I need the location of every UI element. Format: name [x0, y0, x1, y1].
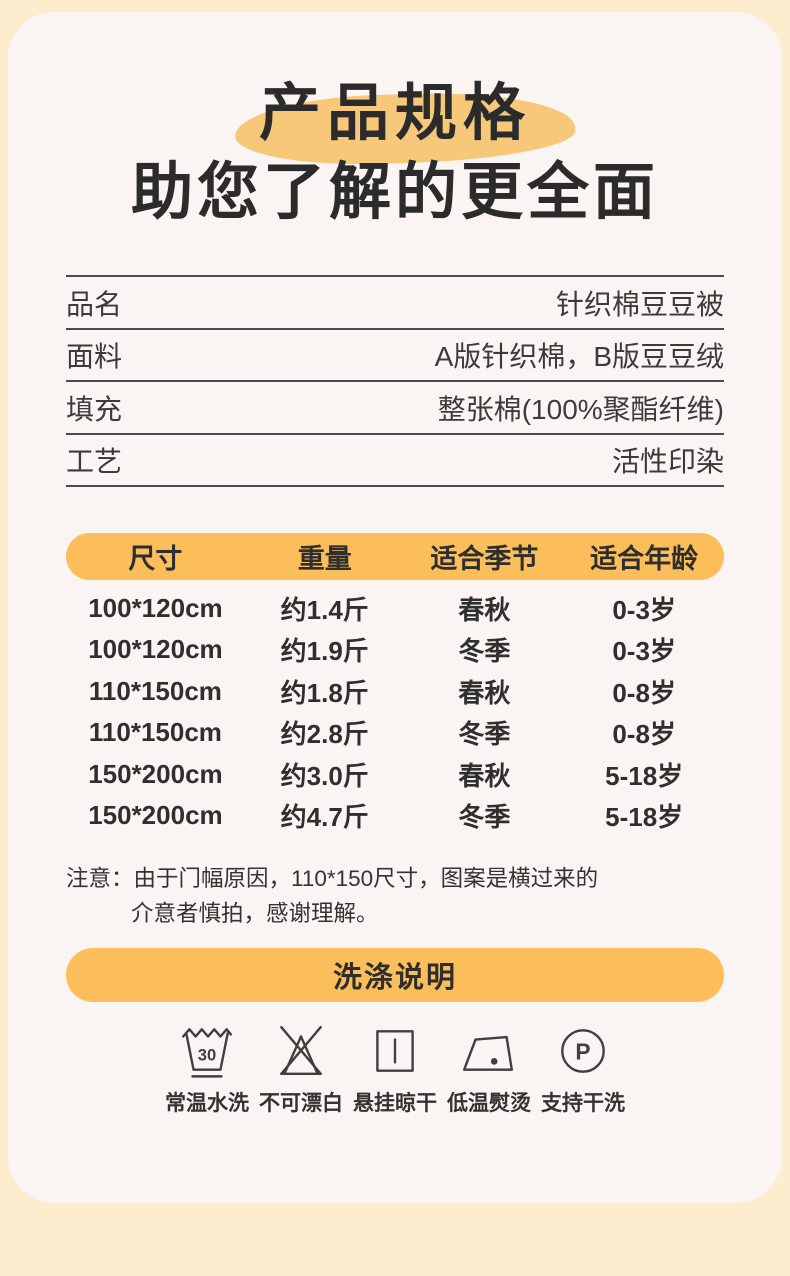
spec-value: A版针织棉，B版豆豆绒 [434, 341, 724, 373]
title-line-1: 产品规格 [233, 78, 577, 170]
spec-label: 填充 [66, 393, 123, 425]
season-cell: 冬季 [458, 802, 511, 833]
table-row: 100*120cm 约1.9斤 冬季 0-3岁 [66, 629, 724, 671]
note-line-1: 注意：由于门幅原因，110*150尺寸，图案是横过来的 [66, 866, 599, 892]
size-header-cell: 尺寸 [128, 544, 183, 575]
wash-item-hang-dry: 悬挂晾干 [353, 1022, 437, 1117]
weight-cell: 约1.4斤 [280, 594, 369, 625]
spec-row: 工艺 活性印染 [66, 435, 724, 488]
iron-low-icon [462, 1036, 513, 1072]
title-line-1-text: 产品规格 [258, 79, 531, 148]
no-bleach-icon [280, 1026, 322, 1076]
wash-item-normal-wash: 30 常温水洗 [165, 1022, 249, 1117]
wash-item-label: 常温水洗 [165, 1092, 249, 1116]
age-cell: 0-8岁 [612, 719, 676, 750]
size-cell: 110*150cm [88, 717, 222, 748]
weight-cell: 约1.8斤 [280, 677, 369, 708]
age-cell: 5-18岁 [605, 802, 684, 833]
size-cell: 100*120cm [88, 592, 223, 623]
table-row: 110*150cm 约2.8斤 冬季 0-8岁 [66, 712, 724, 754]
season-cell: 春秋 [458, 594, 511, 625]
spec-row: 填充 整张棉(100%聚酯纤维) [66, 382, 724, 435]
wash-item-dry-clean: P 支持干洗 [541, 1022, 625, 1117]
size-cell: 150*200cm [88, 758, 223, 789]
table-row: 150*200cm 约3.0斤 春秋 5-18岁 [66, 753, 724, 795]
wash-item-no-bleach: 不可漂白 [259, 1022, 343, 1117]
spec-label: 工艺 [66, 446, 123, 478]
product-card: 产品规格 助您了解的更全面 品名 针织棉豆豆被 面料 A版针织棉，B版豆豆绒 填… [8, 12, 782, 1203]
size-table-body: 100*120cm 约1.4斤 春秋 0-3岁 100*120cm 约1.9斤 … [66, 587, 724, 836]
size-cell: 100*120cm [88, 634, 223, 665]
weight-cell: 约2.8斤 [280, 719, 369, 750]
wash-item-label: 支持干洗 [541, 1092, 625, 1116]
wash-item-label: 悬挂晾干 [353, 1092, 437, 1116]
spec-value: 活性印染 [611, 446, 724, 478]
dry-clean-icon: P [561, 1029, 605, 1074]
size-cell: 150*200cm [88, 800, 223, 831]
weight-cell: 约1.9斤 [280, 636, 369, 667]
hang-dry-icon [376, 1030, 414, 1073]
age-cell: 5-18岁 [605, 760, 684, 791]
dry-clean-letter: P [575, 1039, 590, 1065]
table-row: 150*200cm 约4.7斤 冬季 5-18岁 [66, 795, 724, 837]
title-line-2: 助您了解的更全面 [130, 158, 659, 228]
size-table-header: 尺寸 重量 适合季节 适合年龄 [66, 533, 724, 581]
size-header-cell: 适合年龄 [590, 544, 699, 575]
size-cell: 110*150cm [88, 675, 222, 706]
spec-label: 面料 [66, 341, 123, 373]
size-header-cell: 适合季节 [430, 544, 539, 575]
spec-value: 整张棉(100%聚酯纤维) [437, 393, 724, 425]
season-cell: 春秋 [458, 760, 511, 791]
wash-item-label: 低温熨烫 [447, 1092, 531, 1116]
weight-cell: 约4.7斤 [280, 802, 369, 833]
page-title: 产品规格 助您了解的更全面 [66, 78, 724, 227]
season-cell: 冬季 [458, 636, 511, 667]
spec-value: 针织棉豆豆被 [555, 288, 724, 320]
spec-table: 品名 针织棉豆豆被 面料 A版针织棉，B版豆豆绒 填充 整张棉(100%聚酯纤维… [66, 275, 724, 488]
age-cell: 0-3岁 [612, 594, 676, 625]
spec-label: 品名 [66, 288, 123, 320]
weight-cell: 约3.0斤 [280, 760, 369, 791]
table-row: 100*120cm 约1.4斤 春秋 0-3岁 [66, 587, 724, 629]
wash-item-label: 不可漂白 [259, 1092, 343, 1116]
wash-30-icon: 30 [181, 1028, 233, 1079]
age-cell: 0-3岁 [612, 636, 676, 667]
wash-item-iron-low: 低温熨烫 [447, 1022, 531, 1117]
size-header-cell: 重量 [297, 544, 352, 575]
wash-temp-label: 30 [198, 1046, 216, 1065]
note-line-2: 介意者慎拍，感谢理解。 [131, 901, 379, 927]
wash-instructions-banner: 洗涤说明 [66, 948, 724, 1003]
purchase-note: 注意：由于门幅原因，110*150尺寸，图案是横过来的 介意者慎拍，感谢理解。 [66, 861, 724, 931]
table-row: 110*150cm 约1.8斤 春秋 0-8岁 [66, 670, 724, 712]
spec-row: 面料 A版针织棉，B版豆豆绒 [66, 330, 724, 383]
wash-icons-row: 30 常温水洗 不可漂白 [66, 1022, 724, 1117]
season-cell: 春秋 [458, 677, 511, 708]
season-cell: 冬季 [458, 719, 511, 750]
spec-row: 品名 针织棉豆豆被 [66, 277, 724, 330]
age-cell: 0-8岁 [612, 677, 676, 708]
